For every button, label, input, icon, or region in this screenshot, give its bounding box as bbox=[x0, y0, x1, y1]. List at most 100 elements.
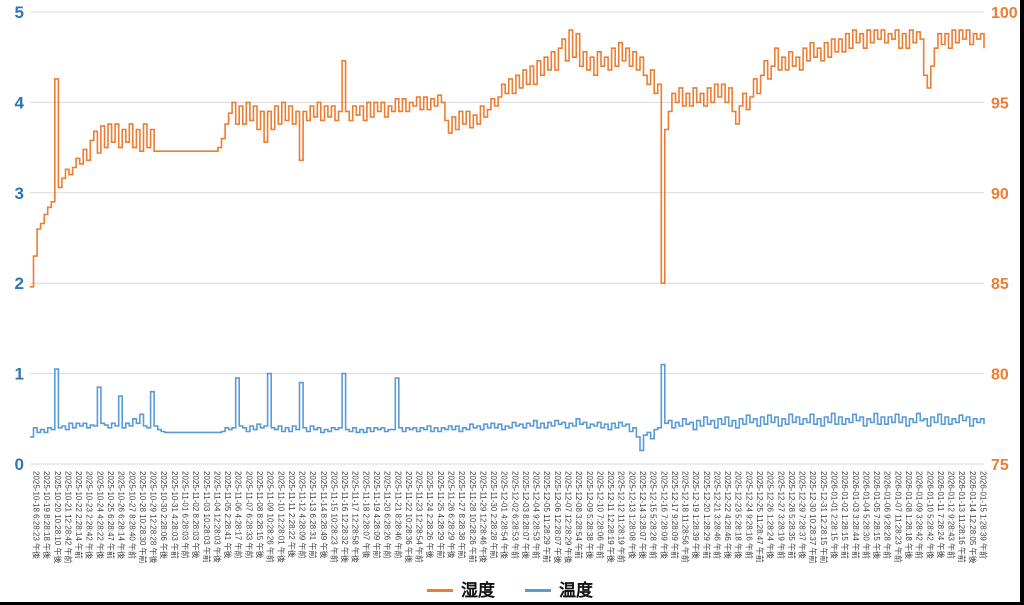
x-axis-tick-label: 2025-12-04 9:28:53 午前 bbox=[532, 471, 542, 559]
x-axis-tick-label: 2025-11-19 4:28:09 午前 bbox=[372, 471, 382, 558]
line-chart: 0 1 2 3 4 5 75 80 85 90 95 100 2025-10-18 6:28:23 午後… bbox=[15, 3, 1018, 564]
x-axis-tick-label: 2025-11-28 10:28:26 午前 bbox=[468, 471, 478, 563]
x-axis-tick-label: 2026-01-15 1:28:39 午前 bbox=[979, 471, 989, 559]
x-axis-tick-label: 2025-12-08 3:28:54 午前 bbox=[574, 471, 584, 559]
x-axis-tick-label: 2025-12-10 7:28:06 午前 bbox=[595, 471, 605, 559]
x-axis-tick-label: 2025-12-20 1:28:29 午前 bbox=[702, 471, 712, 559]
x-axis-tick-label: 2025-11-15 10:28:23 午前 bbox=[329, 471, 339, 563]
x-axis-tick-label: 2025-10-20 10:28:10 午後 bbox=[53, 471, 63, 564]
x-axis-tick-label: 2025-10-21 12:28:42 午前 bbox=[64, 471, 74, 564]
right-axis-tick-label: 90 bbox=[991, 186, 1009, 203]
x-axis-tick-label: 2025-11-08 8:28:15 午後 bbox=[255, 471, 265, 558]
x-axis-tick-label: 2025-10-22 2:28:14 午前 bbox=[74, 471, 84, 559]
x-axis-tick-label: 2026-01-06 9:28:28 午前 bbox=[883, 471, 893, 559]
x-axis-tick-label: 2025-12-24 9:28:16 午前 bbox=[744, 471, 754, 559]
right-axis-tick-label: 75 bbox=[991, 457, 1009, 474]
x-axis-tick-label: 2026-01-04 5:28:30 午前 bbox=[861, 471, 871, 559]
x-axis-tick-label: 2025-11-03 10:28:03 午前 bbox=[202, 471, 212, 563]
x-axis-labels: 2025-10-18 6:28:23 午後 2025-10-19 8:28:18 … bbox=[32, 471, 989, 564]
x-axis-tick-label: 2025-11-20 6:28:26 午前 bbox=[383, 471, 393, 558]
chart-legend: 湿度 温度 bbox=[0, 582, 1020, 599]
right-axis-tick-label: 85 bbox=[991, 276, 1009, 293]
x-axis-tick-label: 2025-12-23 5:28:18 午後 bbox=[734, 471, 744, 559]
x-axis-tick-label: 2025-10-24 4:28:22 午後 bbox=[95, 471, 105, 559]
x-axis-tick-label: 2025-11-10 12:28:01 午後 bbox=[276, 471, 286, 563]
x-axis-tick-label: 2025-12-03 8:28:07 午後 bbox=[521, 471, 531, 559]
x-axis-tick-label: 2025-11-18 2:28:07 午後 bbox=[361, 471, 371, 558]
x-axis-tick-label: 2025-12-19 1:28:39 午後 bbox=[691, 471, 701, 559]
x-axis-tick-label: 2025-12-09 5:28:38 午後 bbox=[585, 471, 595, 559]
x-axis-tick-label: 2025-10-23 2:28:42 午後 bbox=[85, 471, 95, 559]
x-axis-tick-label: 2025-11-25 4:28:29 午前 bbox=[436, 471, 446, 558]
x-axis-tick-label: 2025-10-28 10:28:30 午前 bbox=[138, 471, 148, 564]
x-axis-tick-label: 2025-11-02 8:28:03 午後 bbox=[191, 471, 201, 558]
x-axis-tick-label: 2025-12-31 12:28:15 午前 bbox=[819, 471, 829, 564]
x-axis-tick-label: 2025-11-09 10:28:26 午前 bbox=[266, 471, 276, 563]
x-axis-tick-label: 2025-11-01 6:28:03 午前 bbox=[181, 471, 191, 558]
x-axis-tick-label: 2025-11-14 8:28:49 午後 bbox=[319, 471, 329, 558]
left-axis-tick-label: 3 bbox=[15, 184, 24, 203]
x-axis-tick-label: 2026-01-05 7:28:15 午後 bbox=[872, 471, 882, 559]
y-axis-left-labels: 0 1 2 3 4 5 bbox=[15, 3, 25, 474]
x-axis-tick-label: 2025-11-22 10:28:36 午後 bbox=[404, 471, 414, 563]
x-axis-tick-label: 2026-01-10 5:28:42 午後 bbox=[925, 471, 935, 559]
y-axis-right-labels: 75 80 85 90 95 100 bbox=[991, 5, 1018, 474]
x-axis-tick-label: 2025-10-30 2:28:06 午後 bbox=[159, 471, 169, 559]
x-axis-tick-label: 2026-01-12 9:28:43 午前 bbox=[947, 471, 957, 559]
x-axis-tick-label: 2025-12-01 4:28:54 午後 bbox=[500, 471, 510, 559]
x-axis-tick-label: 2025-10-19 8:28:18 午後 bbox=[42, 471, 52, 559]
x-axis-tick-label: 2025-10-27 8:28:40 午前 bbox=[127, 471, 137, 559]
x-axis-tick-label: 2025-12-12 11:28:19 午前 bbox=[617, 471, 627, 563]
x-axis-tick-label: 2025-12-07 12:28:29 午後 bbox=[564, 471, 574, 564]
x-axis-tick-label: 2026-01-02 1:28:15 午前 bbox=[840, 471, 850, 559]
right-axis-tick-label: 95 bbox=[991, 95, 1009, 112]
x-axis-tick-label: 2026-01-11 7:28:24 午後 bbox=[936, 471, 946, 558]
right-axis-tick-label: 80 bbox=[991, 367, 1009, 384]
legend-item-temperature[interactable]: 温度 bbox=[525, 582, 593, 599]
x-axis-tick-label: 2025-10-29 12:28:28 午後 bbox=[149, 471, 159, 564]
temperature-legend-label: 温度 bbox=[559, 581, 593, 600]
x-axis-tick-label: 2025-11-13 6:28:31 午前 bbox=[308, 471, 318, 558]
x-axis-tick-label: 2025-11-17 12:28:58 午後 bbox=[351, 471, 361, 563]
legend-item-humidity[interactable]: 湿度 bbox=[427, 582, 495, 599]
x-axis-tick-label: 2025-12-15 5:28:28 午前 bbox=[649, 471, 659, 559]
humidity-line bbox=[30, 29, 985, 288]
left-axis-tick-label: 0 bbox=[15, 455, 24, 474]
x-axis-tick-label: 2025-11-07 6:28:33 午前 bbox=[244, 471, 254, 558]
x-axis-tick-label: 2025-12-17 9:28:09 午前 bbox=[670, 471, 680, 559]
x-axis-tick-label: 2025-12-25 11:28:47 午前 bbox=[755, 471, 765, 563]
x-axis-tick-label: 2025-12-27 3:28:19 午前 bbox=[776, 471, 786, 559]
x-axis-tick-label: 2025-12-18 11:28:56 午前 bbox=[681, 471, 691, 563]
x-axis-tick-label: 2025-11-11 2:28:22 午後 bbox=[287, 471, 297, 558]
x-axis-tick-label: 2025-11-24 2:28:26 午後 bbox=[425, 471, 435, 558]
x-axis-tick-label: 2025-12-02 6:28:53 午前 bbox=[510, 471, 520, 559]
x-axis-tick-label: 2025-12-29 7:28:37 午後 bbox=[798, 471, 808, 559]
x-axis-tick-label: 2026-01-01 2:28:15 午後 bbox=[830, 471, 840, 559]
humidity-legend-label: 湿度 bbox=[461, 581, 495, 600]
left-axis-tick-label: 5 bbox=[15, 3, 24, 22]
humidity-line-swatch bbox=[427, 589, 453, 592]
x-axis-tick-label: 2025-10-31 4:28:03 午前 bbox=[170, 471, 180, 559]
left-axis-tick-label: 1 bbox=[15, 365, 24, 384]
x-axis-tick-label: 2026-01-09 3:28:42 午前 bbox=[915, 471, 925, 559]
x-axis-tick-label: 2025-11-06 4:28:17 午前 bbox=[234, 471, 244, 558]
x-axis-tick-label: 2026-01-03 3:28:44 午前 bbox=[851, 471, 861, 559]
x-axis-tick-label: 2025-11-21 8:28:46 午前 bbox=[393, 471, 403, 558]
x-axis-tick-label: 2025-12-26 1:28:24 午後 bbox=[766, 471, 776, 559]
x-axis-tick-label: 2025-12-21 3:28:46 午前 bbox=[713, 471, 723, 559]
temperature-line-swatch bbox=[525, 589, 551, 592]
x-axis-tick-label: 2025-12-06 12:28:07 午後 bbox=[553, 471, 563, 564]
x-axis-tick-label: 2026-01-08 1:28:18 午後 bbox=[904, 471, 914, 559]
x-axis-tick-label: 2025-11-23 12:28:54 午前 bbox=[415, 471, 425, 563]
x-axis-tick-label: 2026-01-07 11:28:23 午前 bbox=[893, 471, 903, 563]
x-axis-tick-label: 2025-12-13 1:28:08 午後 bbox=[627, 471, 637, 559]
left-axis-tick-label: 4 bbox=[15, 93, 25, 112]
x-axis-tick-label: 2025-11-27 8:28:38 午前 bbox=[457, 471, 467, 558]
x-axis-tick-label: 2026-01-13 11:28:16 午前 bbox=[957, 471, 967, 563]
right-axis-tick-label: 100 bbox=[991, 5, 1018, 22]
x-axis-tick-label: 2025-11-29 12:28:46 午後 bbox=[478, 471, 488, 563]
x-axis-tick-label: 2025-11-04 12:28:03 午後 bbox=[212, 471, 222, 563]
x-axis-tick-label: 2025-11-05 2:28:41 午後 bbox=[223, 471, 233, 558]
gridlines bbox=[30, 11, 984, 465]
